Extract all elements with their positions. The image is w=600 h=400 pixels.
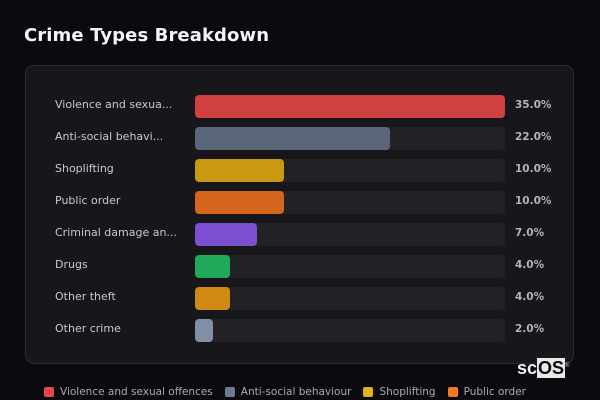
chart-card: Violence and sexua... 35.0% Anti-social be… <box>25 65 574 364</box>
bar-row[interactable]: Other crime 2.0% <box>26 319 573 342</box>
legend-label: Anti-social behaviour <box>240 386 352 398</box>
bar-label: Drugs <box>55 258 88 271</box>
bar-fill[interactable] <box>195 95 505 118</box>
bar-fill[interactable] <box>195 287 231 310</box>
bar-label: Shoplifting <box>55 162 114 175</box>
legend-swatch-icon <box>44 387 54 397</box>
registered-mark: ® <box>565 363 570 369</box>
legend-swatch-icon <box>224 387 235 397</box>
bar-track <box>195 191 505 214</box>
bar-track <box>195 287 505 310</box>
bar-label: Violence and sexua... <box>55 98 173 111</box>
legend-item[interactable]: Public order <box>447 386 526 398</box>
bar-label: Public order <box>55 194 121 207</box>
legend-swatch-icon <box>447 387 458 397</box>
bar-value: 10.0% <box>515 195 552 207</box>
bar-value: 2.0% <box>515 323 545 335</box>
legend-item[interactable]: Shoplifting <box>363 386 436 398</box>
bar-row[interactable]: Criminal damage an... 7.0% <box>26 223 573 246</box>
bar-label: Criminal damage an... <box>55 226 177 239</box>
bar-fill[interactable] <box>195 159 284 182</box>
bar-row[interactable]: Shoplifting 10.0% <box>26 159 573 182</box>
bar-row[interactable]: Violence and sexua... 35.0% <box>26 95 573 118</box>
bar-fill[interactable] <box>195 255 231 278</box>
chart-title: Crime Types Breakdown <box>24 25 270 46</box>
legend-label: Violence and sexual offences <box>60 386 213 398</box>
legend-item[interactable]: Anti-social behaviour <box>224 386 352 398</box>
bar-value: 22.0% <box>515 131 552 143</box>
bar-track <box>195 159 505 182</box>
logo-os: OS <box>537 358 566 378</box>
bar-fill[interactable] <box>195 191 284 214</box>
bar-fill[interactable] <box>195 223 257 246</box>
scos-logo: scOS® <box>517 358 569 379</box>
bar-value: 35.0% <box>515 99 552 111</box>
bar-label: Other theft <box>55 290 116 303</box>
legend-swatch-icon <box>363 387 374 397</box>
chart-legend: Violence and sexual offences Anti-social … <box>44 386 526 398</box>
bar-value: 4.0% <box>515 259 545 271</box>
bar-fill[interactable] <box>195 319 213 342</box>
bar-track <box>195 319 505 342</box>
legend-label: Shoplifting <box>379 386 436 398</box>
bar-row[interactable]: Public order 10.0% <box>26 191 573 214</box>
bar-label: Anti-social behavi... <box>55 130 164 143</box>
bar-row[interactable]: Drugs 4.0% <box>26 255 573 278</box>
bar-track <box>195 223 505 246</box>
bar-row[interactable]: Anti-social behavi... 22.0% <box>26 127 573 150</box>
legend-label: Public order <box>463 386 526 398</box>
bar-label: Other crime <box>55 322 121 335</box>
bar-track <box>195 127 505 150</box>
bar-value: 4.0% <box>515 291 545 303</box>
logo-sc: sc <box>517 358 538 378</box>
bar-fill[interactable] <box>195 127 390 150</box>
bar-track <box>195 255 505 278</box>
bar-value: 7.0% <box>515 227 545 239</box>
bar-track <box>195 95 505 118</box>
legend-item[interactable]: Violence and sexual offences <box>44 386 213 398</box>
bar-row[interactable]: Other theft 4.0% <box>26 287 573 310</box>
bar-value: 10.0% <box>515 163 552 175</box>
